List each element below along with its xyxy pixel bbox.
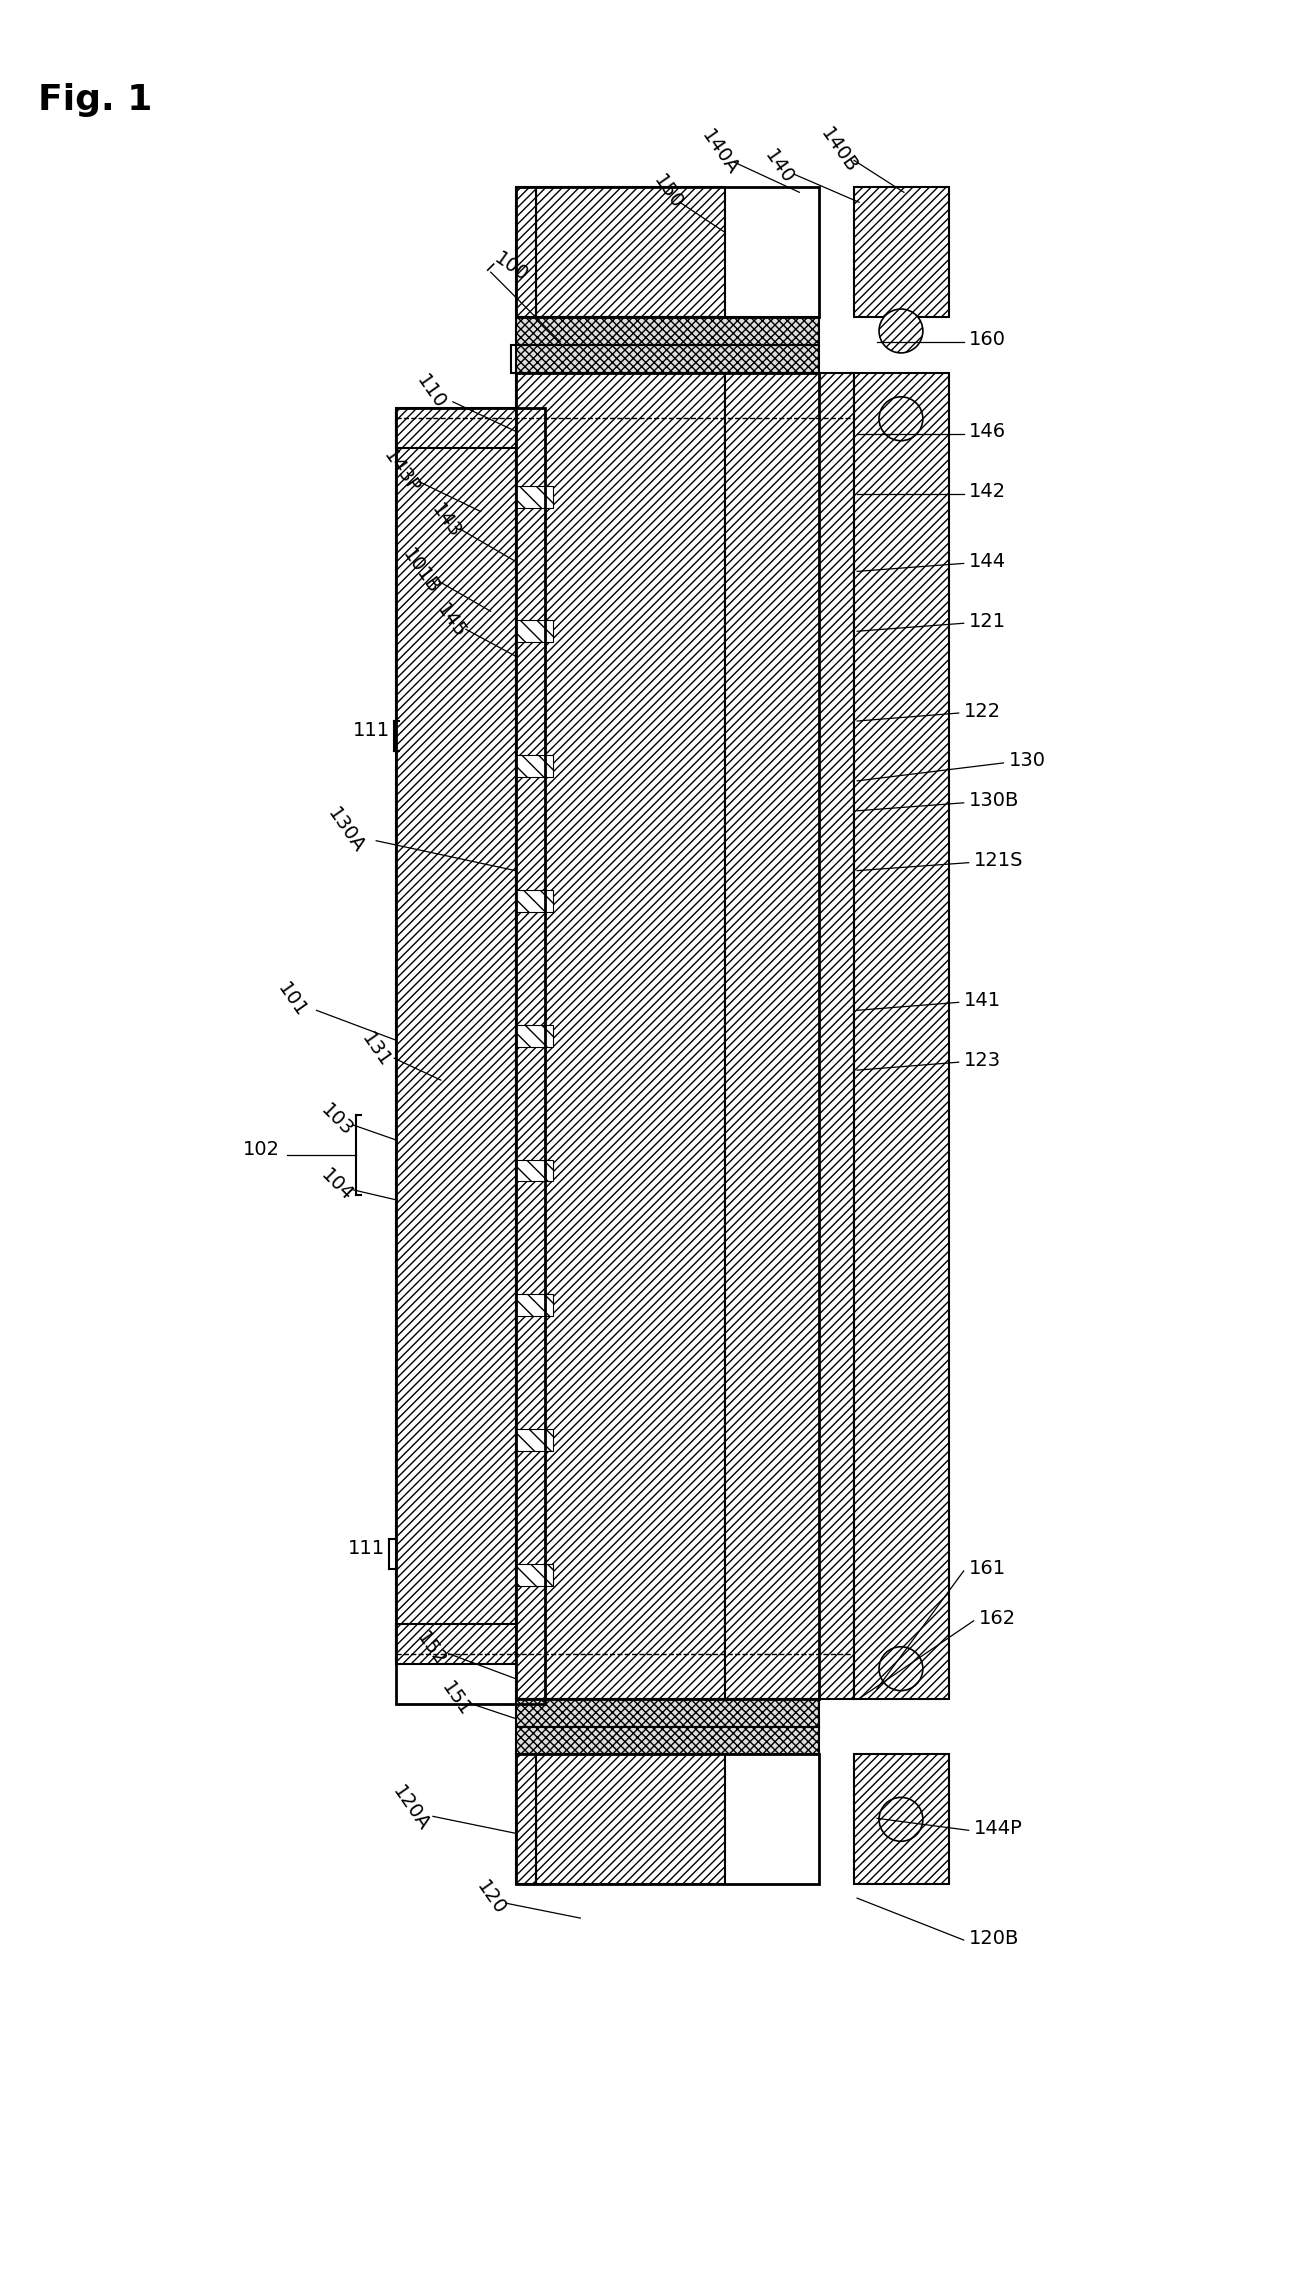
- Text: 120B: 120B: [969, 1929, 1019, 1948]
- Bar: [396, 412, 516, 1658]
- Bar: [516, 1565, 554, 1585]
- Bar: [516, 620, 554, 642]
- Bar: [516, 485, 554, 508]
- Bar: [516, 187, 535, 317]
- Text: 140B: 140B: [818, 125, 862, 175]
- Text: 130: 130: [1008, 752, 1046, 770]
- Text: 144: 144: [969, 551, 1006, 572]
- Bar: [516, 344, 819, 374]
- Text: 143P: 143P: [379, 446, 423, 497]
- Bar: [516, 756, 554, 777]
- Circle shape: [879, 1647, 923, 1690]
- Bar: [516, 1160, 554, 1182]
- Text: 146: 146: [969, 421, 1006, 442]
- Text: Fig. 1: Fig. 1: [38, 82, 151, 116]
- Text: 152: 152: [413, 1629, 449, 1670]
- Text: 140: 140: [761, 146, 798, 189]
- Text: 121S: 121S: [974, 852, 1023, 870]
- Text: 110: 110: [413, 371, 449, 412]
- Text: 161: 161: [969, 1560, 1006, 1579]
- Circle shape: [879, 1797, 923, 1841]
- Text: 102: 102: [243, 1141, 281, 1160]
- Bar: [516, 1294, 554, 1317]
- Bar: [516, 374, 725, 1699]
- Text: 151: 151: [438, 1679, 474, 1720]
- Circle shape: [879, 310, 923, 353]
- Circle shape: [879, 396, 923, 440]
- Bar: [854, 1754, 948, 1884]
- Text: 101: 101: [273, 980, 310, 1021]
- Bar: [516, 1754, 535, 1884]
- Bar: [516, 374, 819, 1699]
- Bar: [511, 344, 516, 374]
- Text: 130A: 130A: [324, 804, 368, 857]
- Bar: [396, 408, 546, 1704]
- Bar: [396, 1624, 546, 1663]
- Bar: [516, 1428, 554, 1451]
- Text: 143: 143: [427, 501, 465, 542]
- Text: 142: 142: [969, 483, 1006, 501]
- Text: 120A: 120A: [389, 1781, 434, 1834]
- Text: 120: 120: [473, 1877, 509, 1918]
- Text: 111: 111: [347, 1540, 385, 1558]
- Text: 160: 160: [969, 330, 1006, 349]
- Bar: [535, 187, 725, 317]
- Text: 123: 123: [964, 1050, 1000, 1071]
- Text: 131: 131: [358, 1030, 394, 1071]
- Bar: [516, 1727, 819, 1754]
- Bar: [516, 1754, 819, 1884]
- Text: 103: 103: [316, 1100, 357, 1139]
- Text: 100: 100: [491, 248, 532, 285]
- Text: 144P: 144P: [974, 1818, 1023, 1838]
- Text: 150: 150: [649, 171, 687, 212]
- Text: 101B: 101B: [398, 544, 443, 597]
- Text: 111: 111: [353, 722, 389, 740]
- Text: 122: 122: [964, 702, 1000, 720]
- Text: 140A: 140A: [697, 125, 742, 178]
- Text: 145: 145: [432, 601, 469, 642]
- Text: 104: 104: [316, 1164, 357, 1205]
- Bar: [516, 187, 819, 317]
- Text: 141: 141: [964, 991, 1000, 1009]
- Bar: [516, 1025, 554, 1046]
- Bar: [516, 891, 554, 911]
- Bar: [854, 374, 948, 1699]
- Text: 121: 121: [969, 613, 1006, 631]
- Text: 162: 162: [978, 1608, 1016, 1629]
- Bar: [516, 1699, 819, 1727]
- Bar: [516, 317, 819, 344]
- Bar: [725, 374, 854, 1699]
- Bar: [396, 408, 546, 449]
- Text: 130B: 130B: [969, 790, 1019, 811]
- Bar: [535, 1754, 725, 1884]
- Bar: [854, 187, 948, 317]
